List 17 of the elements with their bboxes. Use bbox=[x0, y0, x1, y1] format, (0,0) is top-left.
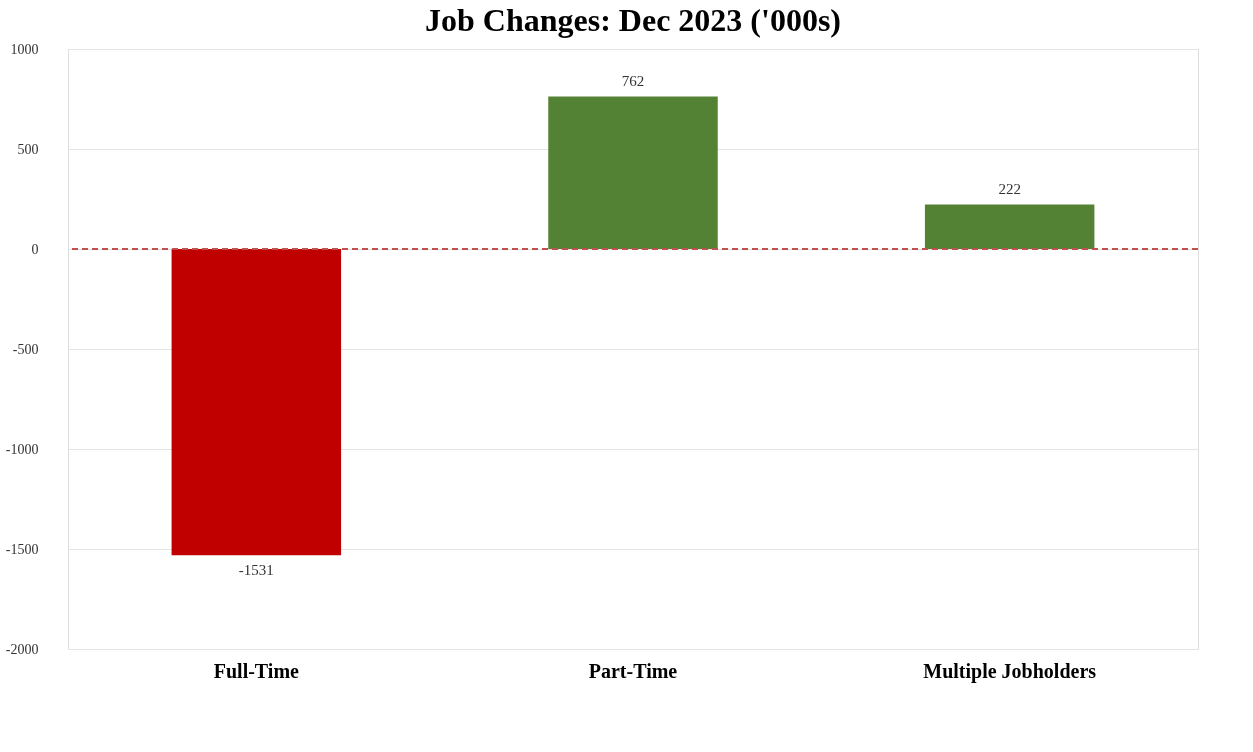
data-label: -1531 bbox=[238, 562, 274, 579]
y-tick-label: -2000 bbox=[5, 641, 39, 657]
x-tick-label: Full-Time bbox=[213, 659, 300, 682]
y-tick-label: -1500 bbox=[5, 541, 39, 557]
y-tick-label: 0 bbox=[31, 241, 39, 257]
bar bbox=[548, 96, 718, 249]
y-tick-label: -500 bbox=[12, 341, 39, 357]
chart-title: Job Changes: Dec 2023 ('000s) bbox=[425, 2, 841, 38]
data-label: 762 bbox=[621, 72, 645, 89]
y-tick-label: 500 bbox=[17, 141, 39, 157]
data-label: 222 bbox=[998, 180, 1021, 197]
x-tick-label: Part-Time bbox=[588, 659, 678, 682]
y-tick-label: 1000 bbox=[10, 41, 39, 57]
bar bbox=[924, 204, 1095, 249]
y-tick-label: -1000 bbox=[5, 441, 39, 457]
bar bbox=[171, 249, 342, 556]
x-tick-label: Multiple Jobholders bbox=[923, 659, 1097, 683]
